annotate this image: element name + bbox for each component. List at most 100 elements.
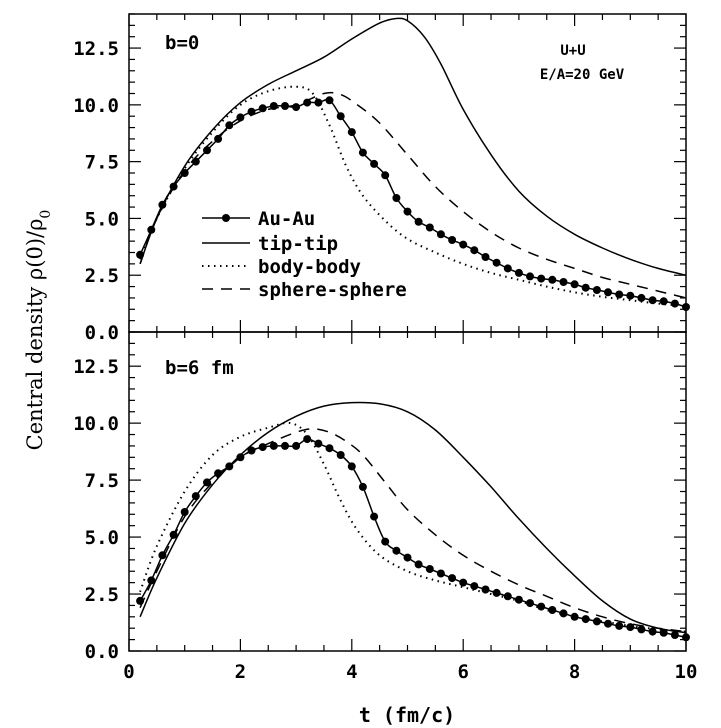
panel-bottom-frame [128, 331, 687, 652]
bottom-point-au-au [381, 537, 390, 546]
top-point-au-au [392, 194, 401, 202]
bottom-point-au-au [470, 582, 479, 591]
bottom-ytick-label: 12.5 [73, 356, 119, 378]
legend-item-au-au: Au-Au [202, 208, 315, 230]
bottom-ticks: 0.0 2.5 5.0 7.5 10.0 12.5 [73, 331, 687, 663]
bottom-point-au-au [548, 606, 557, 614]
top-ytick-label: 2.5 [85, 265, 119, 287]
top-point-au-au [481, 253, 490, 261]
xtick-label: 0 [123, 661, 134, 683]
panel-top-frame [128, 13, 687, 333]
panel-top: 0.02.55.07.510.012.5 b=0 U+U E/A=20 GeV … [73, 13, 690, 344]
legend-label-body-body: body-body [258, 256, 361, 278]
bottom-point-au-au [336, 451, 345, 459]
top-point-au-au [436, 230, 445, 239]
legend-label-sphere-sphere: sphere-sphere [258, 279, 407, 301]
top-point-au-au [314, 98, 323, 107]
bottom-point-au-au [459, 578, 468, 587]
top-point-au-au [403, 207, 412, 216]
legend-label-tip-tip: tip-tip [258, 233, 338, 255]
bottom-point-au-au [147, 576, 156, 585]
top-point-au-au [514, 268, 523, 277]
top-point-au-au [459, 240, 468, 249]
top-point-au-au [448, 236, 457, 244]
top-point-au-au [492, 258, 501, 267]
bottom-ytick-label: 0.0 [85, 641, 119, 663]
bottom-point-au-au [180, 508, 189, 516]
xtick-label: 6 [457, 661, 468, 683]
panel-bottom: 0.0 2.5 5.0 7.5 10.0 12.5 b=6 fm [73, 331, 690, 663]
bottom-point-au-au [670, 631, 679, 639]
top-point-au-au [615, 290, 624, 299]
legend-item-body-body: body-body [202, 256, 361, 278]
bottom-point-au-au [314, 439, 323, 448]
top-ytick-label: 10.0 [73, 95, 119, 117]
top-point-au-au [225, 121, 234, 130]
bottom-point-au-au [537, 602, 546, 611]
top-point-au-au [526, 272, 534, 281]
top-point-au-au [648, 296, 657, 305]
top-point-au-au [381, 171, 390, 180]
annotation-system: U+U [560, 43, 585, 59]
bottom-point-au-au [626, 623, 635, 632]
top-point-au-au [180, 169, 189, 177]
top-series-body-body [139, 85, 687, 307]
bottom-point-au-au [403, 553, 412, 562]
top-point-au-au [592, 286, 601, 294]
bottom-point-au-au [615, 621, 624, 630]
bottom-point-au-au [303, 435, 312, 444]
xtick-label: 8 [569, 661, 580, 683]
bottom-ytick-label: 2.5 [85, 584, 119, 606]
top-series-au-au [139, 98, 687, 308]
top-point-au-au [336, 112, 345, 121]
bottom-point-au-au [570, 612, 579, 621]
top-curves [136, 17, 690, 311]
top-point-au-au [203, 146, 211, 155]
top-point-au-au [281, 102, 289, 110]
bottom-point-au-au [448, 574, 457, 583]
annotation-energy: E/A=20 GeV [540, 67, 625, 83]
bottom-point-au-au [414, 560, 423, 569]
bottom-point-au-au [592, 617, 601, 626]
top-point-au-au [581, 283, 590, 292]
top-point-au-au [503, 264, 512, 273]
top-ytick-label: 12.5 [73, 38, 119, 60]
bottom-point-au-au [637, 625, 646, 634]
legend-item-sphere-sphere: sphere-sphere [202, 279, 407, 301]
bottom-point-au-au [358, 482, 367, 491]
top-point-au-au [559, 278, 568, 286]
bottom-series-body-body [139, 421, 687, 633]
bottom-point-au-au [392, 546, 401, 555]
bottom-point-au-au [347, 462, 356, 471]
bottom-point-au-au [604, 619, 612, 628]
top-point-au-au [537, 274, 546, 283]
panel-top-label: b=0 [165, 32, 199, 54]
bottom-series-sphere-sphere [139, 428, 687, 633]
top-point-au-au [604, 288, 612, 297]
y-axis-title: Central density ρ(0)/ρ0 [23, 210, 54, 451]
top-point-au-au [414, 217, 423, 226]
bottom-point-au-au [281, 441, 289, 450]
top-point-au-au [659, 297, 668, 306]
bottom-point-au-au [581, 615, 590, 624]
top-ytick-label: 7.5 [85, 152, 119, 174]
bottom-curves [136, 401, 690, 642]
bottom-point-au-au [659, 628, 668, 637]
top-ytick-label: 5.0 [85, 208, 119, 230]
top-point-au-au [370, 159, 379, 168]
bottom-point-au-au [436, 569, 445, 578]
top-point-au-au [470, 246, 479, 255]
legend-marker-au-au [222, 214, 230, 222]
top-point-au-au [358, 148, 367, 157]
legend-label-au-au: Au-Au [258, 208, 315, 230]
bottom-ytick-label: 7.5 [85, 470, 119, 492]
bottom-point-au-au [481, 585, 490, 594]
top-point-au-au [325, 96, 334, 105]
bottom-ytick-label: 5.0 [85, 527, 119, 549]
x-tick-labels: 0 2 4 6 8 10 [123, 661, 697, 683]
legend-item-tip-tip: tip-tip [202, 233, 338, 255]
bottom-point-au-au [292, 441, 301, 450]
top-series-tip-tip [139, 17, 687, 276]
top-point-au-au [425, 223, 434, 232]
